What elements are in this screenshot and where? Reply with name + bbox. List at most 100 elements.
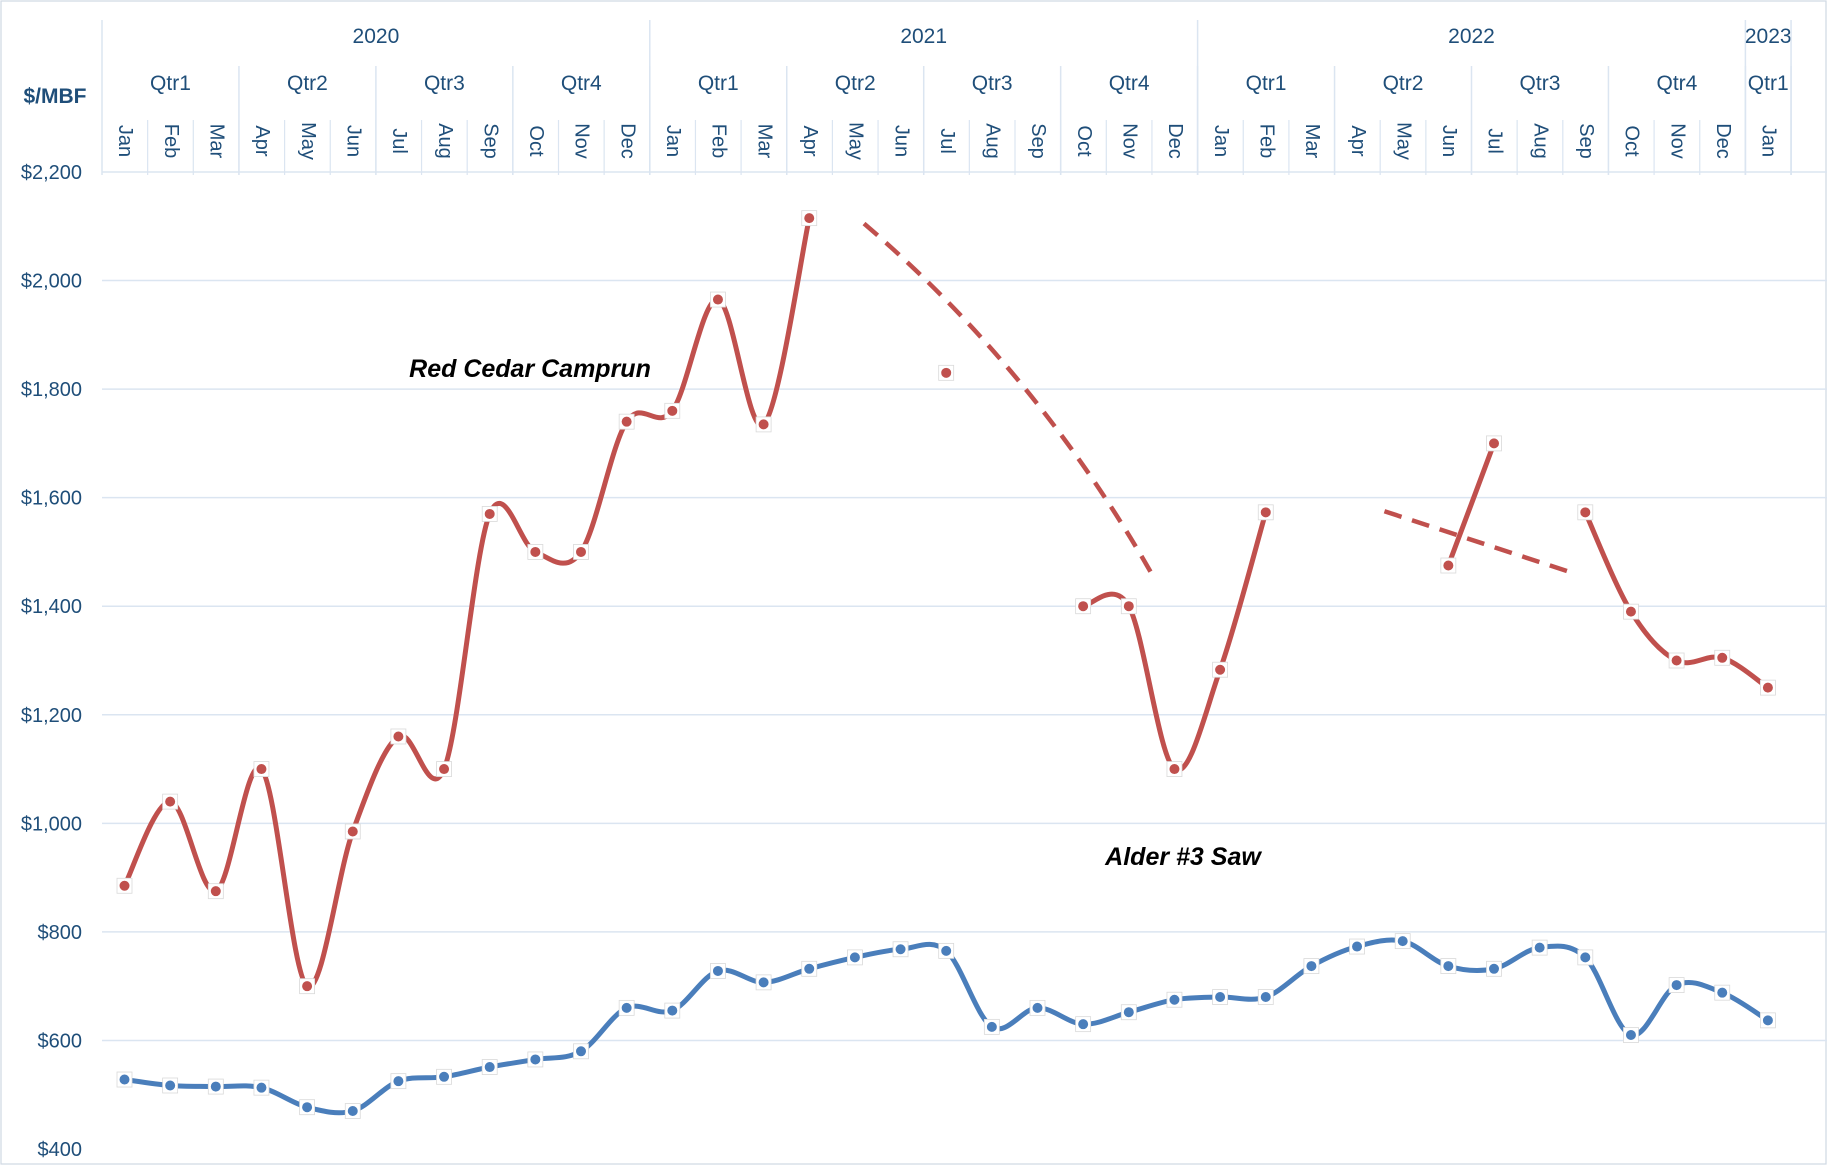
- month-label: May: [845, 122, 867, 160]
- marker-dot: [255, 1081, 268, 1094]
- marker-dot: [1077, 1018, 1090, 1031]
- marker-dot: [483, 1061, 496, 1074]
- marker-dot: [164, 795, 177, 808]
- quarter-label: Qtr3: [972, 72, 1013, 95]
- series-line: [1445, 440, 1497, 568]
- marker-dot: [1624, 605, 1637, 618]
- marker-dot: [1259, 506, 1272, 519]
- data-point: [1029, 999, 1046, 1016]
- marker-dot: [1214, 663, 1227, 676]
- quarter-label: Qtr2: [1383, 72, 1424, 95]
- y-tick-label: $2,200: [21, 162, 82, 184]
- month-label: Jun: [1438, 125, 1460, 157]
- data-point: [527, 1051, 544, 1068]
- month-label: May: [1392, 122, 1414, 160]
- data-point: [162, 1077, 179, 1094]
- month-label: Feb: [708, 124, 730, 158]
- data-point: [1120, 598, 1137, 615]
- month-label: Feb: [1255, 124, 1277, 158]
- data-point: [436, 1068, 452, 1085]
- trendline: [862, 221, 1154, 575]
- month-label: Aug: [434, 123, 456, 159]
- data-point: [299, 1099, 316, 1116]
- data-point: [1668, 652, 1685, 669]
- data-point: [1668, 977, 1685, 993]
- month-label: Jan: [114, 125, 136, 157]
- y-tick-label: $600: [38, 1030, 83, 1052]
- data-point: [1120, 1004, 1137, 1021]
- marker-dot: [209, 1080, 222, 1093]
- marker-dot: [392, 730, 405, 743]
- marker-dot: [894, 943, 907, 956]
- marker-dot: [438, 763, 451, 776]
- month-label: Jun: [342, 125, 364, 157]
- data-point: [664, 402, 681, 419]
- month-label: Jan: [1758, 125, 1780, 157]
- data-point: [938, 364, 955, 381]
- marker-dot: [1031, 1001, 1044, 1014]
- data-point: [1714, 984, 1731, 1001]
- data-point: [710, 963, 726, 979]
- data-point: [1531, 939, 1548, 956]
- data-point: [755, 974, 772, 991]
- y-tick-label: $800: [38, 922, 83, 944]
- marker-dot: [575, 1045, 587, 1058]
- data-point: [390, 1073, 407, 1090]
- data-point: [1212, 661, 1228, 678]
- data-point: [527, 544, 544, 560]
- y-axis-title: $/MBF: [24, 85, 87, 108]
- marker-dot: [1761, 681, 1774, 694]
- marker-dot: [529, 1053, 542, 1066]
- quarter-label: Qtr1: [1748, 72, 1789, 95]
- marker-dot: [529, 545, 542, 558]
- month-label: Apr: [251, 125, 273, 156]
- marker-dot: [1077, 600, 1090, 613]
- marker-dot: [346, 825, 359, 838]
- marker-dot: [848, 951, 861, 964]
- marker-dot: [711, 293, 724, 306]
- quarter-label: Qtr3: [424, 72, 465, 95]
- year-label: 2020: [353, 25, 400, 48]
- data-point: [481, 506, 498, 522]
- data-point: [1212, 989, 1228, 1005]
- marker-dot: [346, 1105, 359, 1118]
- marker-dot: [1351, 940, 1364, 953]
- marker-dot: [1259, 991, 1272, 1004]
- data-point: [618, 999, 635, 1016]
- marker-dot: [1122, 1006, 1135, 1019]
- quarter-label: Qtr1: [1246, 72, 1287, 95]
- month-label: Apr: [799, 125, 821, 156]
- data-point: [1166, 991, 1183, 1008]
- data-point: [1486, 960, 1502, 977]
- marker-dot: [757, 976, 770, 989]
- marker-dot: [1533, 941, 1546, 954]
- data-point: [938, 942, 955, 959]
- month-label: Feb: [160, 124, 182, 158]
- marker-dot: [803, 212, 816, 225]
- data-point: [1257, 504, 1274, 521]
- month-label: Dec: [1164, 123, 1186, 159]
- data-point: [801, 210, 818, 227]
- quarter-label: Qtr2: [835, 72, 876, 95]
- quarter-label: Qtr3: [1520, 72, 1561, 95]
- data-point: [116, 1071, 133, 1088]
- data-point: [710, 291, 726, 308]
- month-label: Jul: [1484, 128, 1506, 154]
- month-label: Apr: [1347, 125, 1369, 156]
- marker-dot: [1214, 991, 1227, 1004]
- data-point: [344, 1103, 361, 1119]
- data-point: [207, 883, 224, 900]
- month-label: Aug: [982, 123, 1004, 159]
- y-axis: $/MBF $400 $600 $800 $1,000 $1,200 $1,400 $1,6…: [21, 85, 87, 1161]
- month-label: Jul: [388, 128, 410, 154]
- marker-dot: [940, 944, 953, 957]
- marker-dot: [1396, 935, 1409, 948]
- series-line: [1080, 509, 1269, 773]
- marker-dot: [620, 415, 633, 428]
- marker-dot: [1670, 979, 1683, 992]
- data-point: [436, 761, 452, 777]
- data-point: [1440, 958, 1457, 974]
- marker-dot: [1442, 960, 1455, 973]
- month-label: Jul: [936, 128, 958, 154]
